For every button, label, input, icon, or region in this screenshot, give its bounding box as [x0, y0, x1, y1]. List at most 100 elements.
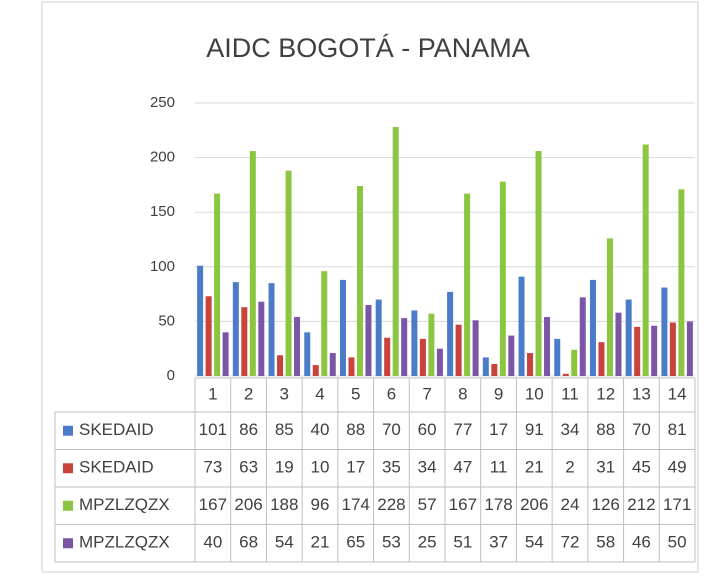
bar	[678, 189, 685, 376]
bar	[232, 282, 239, 376]
table-value: 77	[453, 420, 472, 439]
bar	[482, 357, 489, 376]
y-tick-label: 0	[167, 367, 175, 384]
bar	[277, 355, 284, 376]
bar	[321, 271, 328, 376]
table-value: 167	[449, 495, 477, 514]
bar	[304, 332, 311, 376]
bar	[428, 313, 435, 376]
bar	[518, 276, 525, 376]
bar	[197, 265, 204, 376]
table-value: 188	[270, 495, 298, 514]
table-value: 70	[382, 420, 401, 439]
bar	[598, 342, 605, 376]
bar	[384, 337, 391, 376]
bar	[508, 335, 515, 376]
table-value: 54	[525, 533, 544, 552]
bar	[535, 151, 542, 376]
bar	[491, 363, 498, 376]
bar	[651, 325, 658, 376]
bar	[339, 279, 346, 376]
table-value: 70	[632, 420, 651, 439]
x-tick-label: 10	[525, 384, 544, 403]
table-value: 86	[239, 420, 258, 439]
bar	[329, 353, 336, 376]
table-value: 65	[346, 533, 365, 552]
table-value: 51	[453, 533, 472, 552]
table-value: 178	[484, 495, 512, 514]
x-tick-label: 12	[596, 384, 615, 403]
bar	[356, 185, 363, 376]
bar	[241, 307, 248, 376]
bar	[436, 348, 443, 376]
x-tick-label: 8	[458, 384, 467, 403]
bar	[411, 310, 418, 376]
bar	[642, 144, 649, 376]
table-value: 68	[239, 533, 258, 552]
table-value: 126	[592, 495, 620, 514]
bar	[419, 338, 426, 376]
table-value: 35	[382, 458, 401, 477]
table-value: 174	[342, 495, 370, 514]
bar	[285, 170, 292, 376]
table-value: 228	[377, 495, 405, 514]
legend-label: SKEDAID	[79, 420, 154, 439]
table-value: 10	[311, 458, 330, 477]
bar	[579, 297, 586, 376]
x-tick-label: 3	[280, 384, 289, 403]
table-value: 88	[346, 420, 365, 439]
table-value: 11	[490, 458, 508, 477]
table-value: 17	[489, 420, 508, 439]
y-tick-label: 100	[150, 258, 175, 275]
bar	[268, 283, 275, 376]
table-value: 73	[203, 458, 222, 477]
bar	[447, 291, 454, 376]
bar	[392, 127, 399, 376]
legend-label: MPZLZQZX	[79, 533, 170, 552]
x-tick-label: 13	[632, 384, 651, 403]
table-value: 63	[239, 458, 258, 477]
table-value: 101	[199, 420, 227, 439]
bar	[686, 321, 693, 376]
table-value: 212	[627, 495, 655, 514]
table-value: 58	[596, 533, 615, 552]
table-value: 57	[418, 495, 437, 514]
bar	[472, 320, 479, 376]
table-value: 91	[525, 420, 544, 439]
table-value: 24	[561, 495, 580, 514]
table-value: 34	[418, 458, 437, 477]
bar	[464, 193, 471, 376]
bar	[527, 353, 534, 376]
bar	[348, 357, 355, 376]
table-value: 21	[525, 458, 544, 477]
bar	[312, 365, 319, 376]
x-tick-label: 7	[422, 384, 431, 403]
table-value: 46	[632, 533, 651, 552]
table-value: 49	[668, 458, 687, 477]
y-tick-label: 250	[150, 94, 175, 111]
bar	[625, 299, 632, 376]
table-value: 31	[596, 458, 615, 477]
table-value: 206	[234, 495, 262, 514]
x-tick-label: 9	[494, 384, 503, 403]
x-tick-label: 1	[208, 384, 217, 403]
table-value: 17	[346, 458, 365, 477]
table-value: 45	[632, 458, 651, 477]
bar	[455, 324, 462, 376]
table-value: 167	[199, 495, 227, 514]
table-value: 85	[275, 420, 294, 439]
table-value: 34	[561, 420, 580, 439]
table-value: 88	[596, 420, 615, 439]
bar	[401, 318, 408, 376]
bar	[615, 312, 622, 376]
legend-label: MPZLZQZX	[79, 495, 170, 514]
x-tick-label: 5	[351, 384, 360, 403]
bar	[205, 296, 212, 376]
y-tick-label: 200	[150, 149, 175, 166]
bar	[554, 338, 561, 376]
table-value: 171	[663, 495, 691, 514]
bar	[258, 301, 265, 376]
table-value: 72	[561, 533, 580, 552]
table-value: 2	[565, 458, 574, 477]
table-value: 47	[453, 458, 472, 477]
